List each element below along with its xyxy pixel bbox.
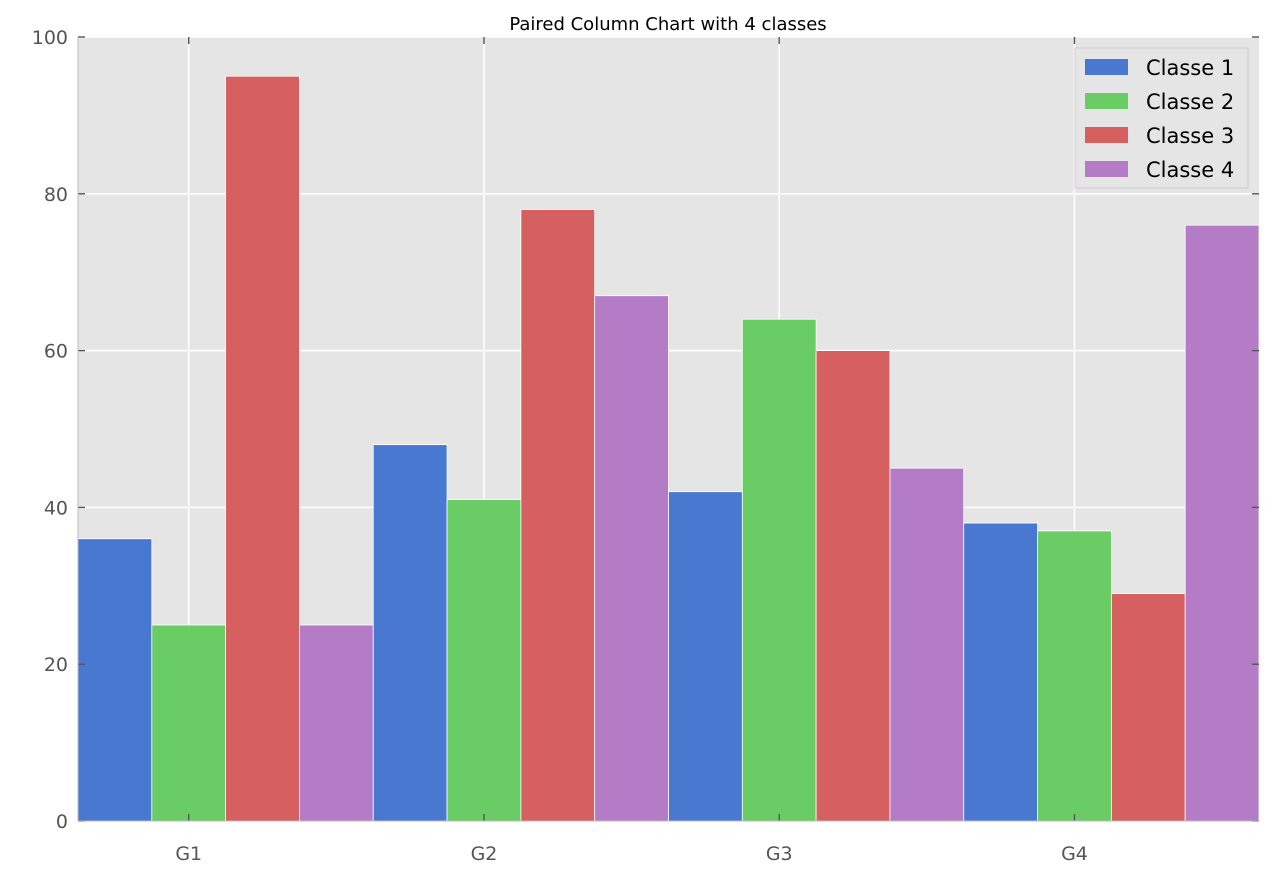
y-tick-label: 0 xyxy=(56,811,68,833)
legend-swatch xyxy=(1085,59,1128,75)
legend-swatch xyxy=(1085,161,1128,177)
bars xyxy=(77,75,1260,822)
bar-g1-series-4 xyxy=(299,624,374,822)
bar-g2-series-4 xyxy=(594,295,669,822)
legend-label: Classe 3 xyxy=(1146,124,1234,148)
bar-g2-series-3 xyxy=(520,209,596,822)
bar-g3-series-4 xyxy=(889,467,965,822)
y-tick-label: 80 xyxy=(44,184,68,206)
bar-g3-series-1 xyxy=(668,491,743,822)
x-tick-label: G2 xyxy=(471,843,498,865)
y-tick-label: 100 xyxy=(32,27,68,49)
legend-swatch xyxy=(1085,93,1128,109)
bar-g1-series-3 xyxy=(225,75,300,822)
legend-swatch xyxy=(1085,127,1128,143)
legend-label: Classe 4 xyxy=(1146,158,1234,182)
y-tick-label: 60 xyxy=(44,341,68,363)
y-tick-label: 40 xyxy=(44,497,68,519)
y-tick-label: 20 xyxy=(44,654,68,676)
legend: Classe 1 Classe 2 Classe 3 Classe 4 xyxy=(1074,47,1249,189)
chart-title: Paired Column Chart with 4 classes xyxy=(509,14,826,35)
x-tick-label: G1 xyxy=(175,843,202,865)
legend-label: Classe 2 xyxy=(1146,90,1234,114)
bar-g4-series-4 xyxy=(1184,224,1260,822)
bar-g4-series-3 xyxy=(1110,593,1186,822)
bar-g3-series-3 xyxy=(815,350,891,822)
bar-g4-series-1 xyxy=(963,522,1038,822)
bar-g2-series-2 xyxy=(446,499,522,822)
bar-g2-series-1 xyxy=(372,444,448,822)
bar-g3-series-2 xyxy=(741,318,817,822)
x-tick-label: G3 xyxy=(766,843,793,865)
axes: 0 20 40 60 80 100 G1 G2 G3 G4 xyxy=(32,27,1259,865)
x-tick-label: G4 xyxy=(1061,843,1088,865)
bar-g1-series-2 xyxy=(151,624,227,822)
bar-g1-series-1 xyxy=(77,538,153,822)
bar-g4-series-2 xyxy=(1037,530,1112,822)
legend-label: Classe 1 xyxy=(1146,56,1234,80)
